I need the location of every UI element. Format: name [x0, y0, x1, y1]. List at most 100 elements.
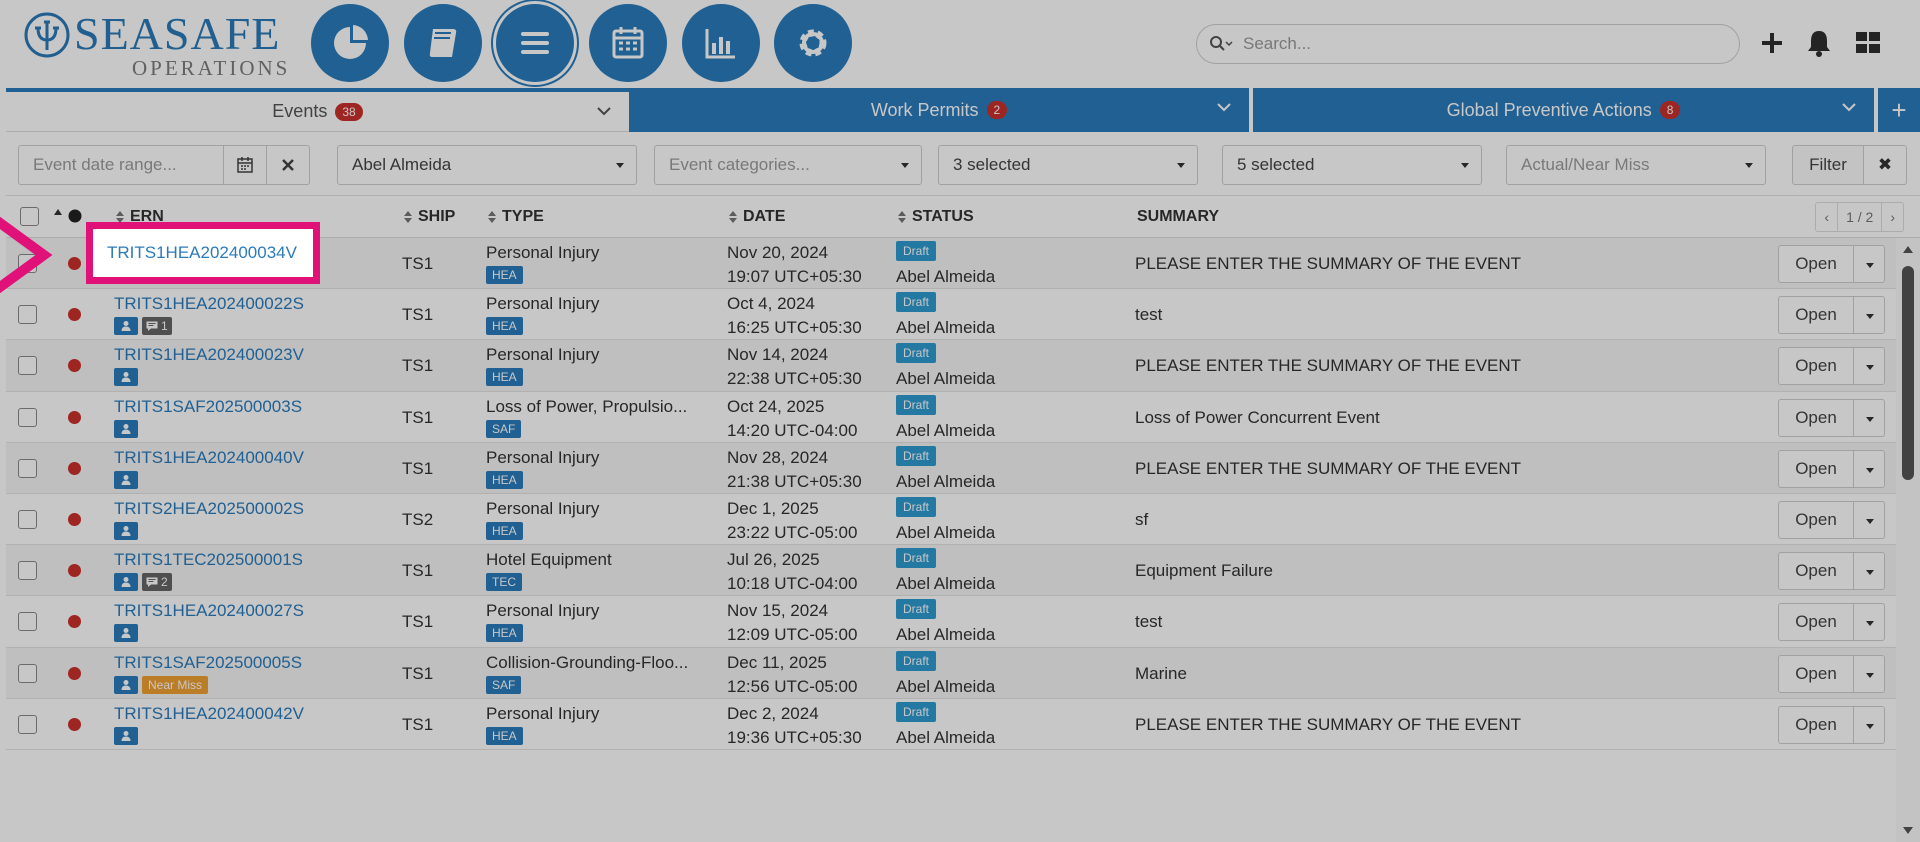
- open-dropdown-toggle[interactable]: [1853, 398, 1885, 437]
- open-button[interactable]: Open: [1778, 347, 1854, 386]
- events-nav-button[interactable]: [496, 4, 574, 82]
- row-checkbox[interactable]: [18, 407, 37, 427]
- open-dropdown-toggle[interactable]: [1853, 654, 1885, 693]
- scroll-down-icon[interactable]: [1903, 827, 1913, 834]
- row-checkbox[interactable]: [18, 458, 37, 478]
- sort-up-icon[interactable]: [54, 209, 62, 215]
- search-input[interactable]: [1243, 34, 1723, 54]
- multi-select-1[interactable]: 3 selected: [938, 145, 1198, 185]
- search-bar[interactable]: [1196, 24, 1740, 64]
- seasafe-logo[interactable]: SEASAFE OPERATIONS: [22, 8, 287, 79]
- ern-tags: [114, 624, 138, 643]
- settings-nav-button[interactable]: [774, 4, 852, 82]
- row-checkbox[interactable]: [18, 663, 37, 683]
- table-row[interactable]: TRITS1HEA202400042V TS1 Personal Injury HEA…: [6, 698, 1902, 750]
- chevron-down-icon[interactable]: [597, 106, 611, 116]
- multi-select-2[interactable]: 5 selected: [1222, 145, 1482, 185]
- open-button[interactable]: Open: [1778, 552, 1854, 591]
- open-dropdown-toggle[interactable]: [1853, 603, 1885, 642]
- event-date-range-input[interactable]: Event date range...: [18, 145, 224, 185]
- table-row[interactable]: TRITS1HEA202400027S TS1 Personal Injury HEA…: [6, 596, 1902, 648]
- open-button[interactable]: Open: [1778, 449, 1854, 488]
- search-icon[interactable]: [1209, 34, 1235, 54]
- chevron-down-icon[interactable]: [1842, 102, 1856, 112]
- ern-link[interactable]: TRITS1HEA202400022S: [114, 294, 304, 314]
- add-tab-button[interactable]: +: [1876, 88, 1920, 132]
- open-button[interactable]: Open: [1778, 705, 1854, 744]
- reports-nav-button[interactable]: [682, 4, 760, 82]
- multi-select-2-value: 5 selected: [1237, 155, 1315, 174]
- select-all-checkbox[interactable]: [20, 207, 39, 226]
- clear-date-icon[interactable]: [266, 145, 310, 185]
- grid-icon[interactable]: [1853, 28, 1883, 58]
- open-button[interactable]: Open: [1778, 603, 1854, 642]
- row-checkbox[interactable]: [18, 561, 37, 581]
- manuals-nav-button[interactable]: [404, 4, 482, 82]
- bell-icon[interactable]: [1804, 28, 1834, 58]
- vertical-scrollbar[interactable]: [1896, 238, 1920, 842]
- highlighted-ern-link[interactable]: TRITS1HEA202400034V: [86, 222, 320, 284]
- sort-icon: [898, 211, 906, 223]
- chevron-down-icon[interactable]: [1217, 102, 1231, 112]
- reporter-person-icon: [114, 470, 138, 489]
- table-row[interactable]: TRITS1SAF202500005S Near Miss TS1 Collision…: [6, 647, 1902, 699]
- table-row[interactable]: TRITS1HEA202400040V TS1 Personal Injury HEA…: [6, 442, 1902, 494]
- open-button[interactable]: Open: [1778, 296, 1854, 335]
- tab-events[interactable]: Events 38: [6, 88, 629, 132]
- table-row[interactable]: TRITS1SAF202500003S TS1 Loss of Power, Pro…: [6, 391, 1902, 443]
- ern-link[interactable]: TRITS1SAF202500005S: [114, 652, 303, 672]
- calendar-icon[interactable]: [223, 145, 267, 185]
- ern-link[interactable]: TRITS1SAF202500003S: [114, 396, 303, 416]
- column-header-type[interactable]: TYPE: [488, 208, 544, 226]
- column-header-date[interactable]: DATE: [729, 208, 785, 226]
- open-dropdown-toggle[interactable]: [1853, 705, 1885, 744]
- ern-link[interactable]: TRITS1HEA202400027S: [114, 601, 304, 621]
- ern-link[interactable]: TRITS1TEC202500001S: [114, 550, 303, 570]
- open-dropdown-toggle[interactable]: [1853, 552, 1885, 591]
- row-checkbox[interactable]: [18, 305, 37, 325]
- open-dropdown-toggle[interactable]: [1853, 501, 1885, 539]
- date-cell: Oct 24, 2025: [727, 396, 825, 416]
- open-button[interactable]: Open: [1778, 654, 1854, 693]
- chevron-left-icon[interactable]: ‹: [1816, 203, 1839, 231]
- column-header-status[interactable]: STATUS: [898, 208, 974, 226]
- ern-link[interactable]: TRITS1HEA202400023V: [114, 345, 304, 365]
- clear-filters-button[interactable]: ✖: [1863, 145, 1907, 185]
- row-checkbox[interactable]: [18, 510, 37, 529]
- open-dropdown-toggle[interactable]: [1853, 296, 1885, 335]
- table-row[interactable]: TRITS1HEA202400022S 1 TS1 Personal Injury HE…: [6, 289, 1902, 341]
- actual-near-miss-select[interactable]: Actual/Near Miss: [1506, 145, 1766, 185]
- column-header-ern[interactable]: ERN: [116, 208, 164, 226]
- scrollbar-thumb[interactable]: [1902, 266, 1914, 480]
- open-button[interactable]: Open: [1778, 398, 1854, 437]
- table-row[interactable]: TRITS1HEA202400023V TS1 Personal Injury HEA…: [6, 340, 1902, 392]
- scroll-up-icon[interactable]: [1903, 246, 1913, 253]
- row-checkbox[interactable]: [18, 612, 37, 632]
- ern-link[interactable]: TRITS1HEA202400042V: [114, 703, 304, 723]
- tab-events-label: Events: [272, 101, 328, 121]
- open-button[interactable]: Open: [1778, 245, 1854, 283]
- filter-button[interactable]: Filter: [1792, 145, 1864, 185]
- open-dropdown-toggle[interactable]: [1853, 347, 1885, 386]
- table-row[interactable]: TRITS2HEA202500002S TS2 Personal Injury HEA…: [6, 494, 1902, 546]
- ern-link[interactable]: TRITS2HEA202500002S: [114, 499, 304, 518]
- calendar-nav-button[interactable]: [589, 4, 667, 82]
- highlighted-ern-text[interactable]: TRITS1HEA202400034V: [107, 243, 297, 262]
- event-categories-placeholder: Event categories...: [669, 155, 810, 174]
- table-row[interactable]: TRITS1TEC202500001S 2 TS1 Hotel Equipment TE…: [6, 545, 1902, 597]
- ern-link[interactable]: TRITS1HEA202400040V: [114, 447, 304, 467]
- plus-icon[interactable]: [1757, 28, 1787, 58]
- time-cell: 12:56 UTC-05:00: [727, 676, 858, 696]
- dashboard-nav-button[interactable]: [311, 4, 389, 82]
- row-checkbox[interactable]: [18, 356, 37, 376]
- event-categories-select[interactable]: Event categories...: [654, 145, 922, 185]
- person-select[interactable]: Abel Almeida: [337, 145, 637, 185]
- row-checkbox[interactable]: [18, 714, 37, 734]
- tab-global-preventive-actions[interactable]: Global Preventive Actions 8: [1253, 88, 1874, 132]
- chevron-right-icon[interactable]: ›: [1890, 209, 1895, 225]
- tab-work-permits[interactable]: Work Permits 2: [629, 88, 1251, 132]
- column-header-ship[interactable]: SHIP: [404, 208, 455, 226]
- open-dropdown-toggle[interactable]: [1853, 449, 1885, 488]
- open-button[interactable]: Open: [1778, 501, 1854, 539]
- open-dropdown-toggle[interactable]: [1853, 245, 1885, 283]
